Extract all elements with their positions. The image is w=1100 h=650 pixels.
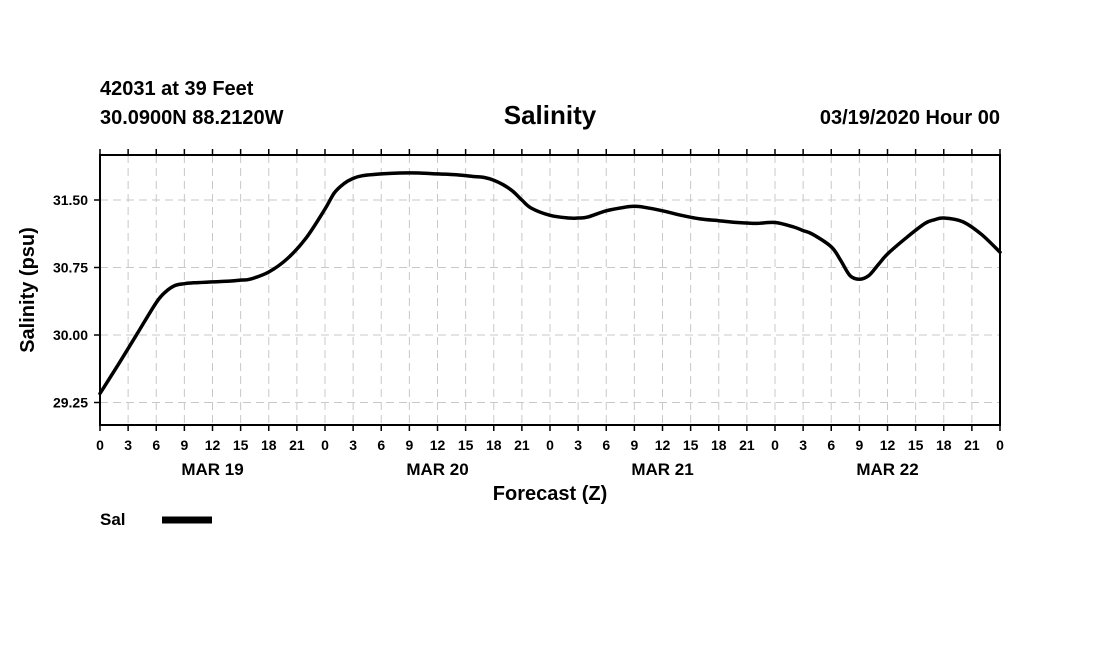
x-tick-label-15: 15 <box>233 437 249 453</box>
x-tick-label-33: 9 <box>405 437 413 453</box>
y-tick-label-30.00: 30.00 <box>53 327 88 343</box>
x-tick-label-39: 15 <box>458 437 474 453</box>
series-layer <box>98 171 1002 396</box>
x-tick-label-93: 21 <box>964 437 980 453</box>
x-tick-label-24: 0 <box>321 437 329 453</box>
x-tick-label-87: 15 <box>908 437 924 453</box>
x-tick-label-48: 0 <box>546 437 554 453</box>
y-tick-label-29.25: 29.25 <box>53 395 88 411</box>
x-tick-label-66: 18 <box>711 437 727 453</box>
x-tick-label-54: 6 <box>602 437 610 453</box>
axis-ticks <box>94 149 1001 431</box>
x-tick-label-84: 12 <box>880 437 896 453</box>
x-axis-title: Forecast (Z) <box>493 483 607 505</box>
y-tick-label-30.75: 30.75 <box>53 260 88 276</box>
x-tick-label-45: 21 <box>514 437 530 453</box>
x-tick-label-6: 6 <box>152 437 160 453</box>
x-tick-label-30: 6 <box>377 437 385 453</box>
x-tick-label-57: 9 <box>630 437 638 453</box>
x-tick-label-90: 18 <box>936 437 952 453</box>
x-tick-label-72: 0 <box>771 437 779 453</box>
day-label-1: MAR 19 <box>181 460 243 479</box>
day-label-4: MAR 22 <box>856 460 918 479</box>
x-tick-labels: 0 3 6 9 12 15 18 21 0 3 6 9 12 15 18 21 0 3 6 9 12 15 18 21 0 3 6 9… <box>96 437 1004 453</box>
chart-title: Salinity <box>504 100 597 130</box>
x-tick-label-69: 21 <box>739 437 755 453</box>
y-axis-title: Salinity (psu) <box>17 227 39 353</box>
x-tick-label-78: 6 <box>827 437 835 453</box>
x-tick-label-81: 9 <box>855 437 863 453</box>
legend: Sal <box>100 510 212 529</box>
day-label-2: MAR 20 <box>406 460 468 479</box>
x-tick-label-60: 12 <box>655 437 671 453</box>
day-labels: MAR 19 MAR 20 MAR 21 MAR 22 <box>181 460 918 479</box>
x-tick-label-75: 3 <box>799 437 807 453</box>
x-tick-label-0: 0 <box>96 437 104 453</box>
y-tick-labels: 29.25 30.00 30.75 31.50 <box>53 192 88 411</box>
grid-lines <box>100 155 1000 425</box>
x-tick-label-12: 12 <box>205 437 221 453</box>
x-tick-label-21: 21 <box>289 437 305 453</box>
station-coordinates-label: 30.0900N 88.2120W <box>100 107 284 129</box>
x-tick-label-96: 0 <box>996 437 1004 453</box>
day-label-3: MAR 21 <box>631 460 693 479</box>
series-line-sal <box>98 171 1002 396</box>
x-tick-label-63: 15 <box>683 437 699 453</box>
forecast-timestamp: 03/19/2020 Hour 00 <box>820 107 1000 129</box>
x-tick-label-9: 9 <box>180 437 188 453</box>
y-tick-label-31.50: 31.50 <box>53 192 88 208</box>
x-tick-label-36: 12 <box>430 437 446 453</box>
x-tick-label-3: 3 <box>124 437 132 453</box>
plot-frame <box>99 154 1001 426</box>
x-tick-label-18: 18 <box>261 437 277 453</box>
x-tick-label-27: 3 <box>349 437 357 453</box>
legend-label-sal: Sal <box>100 510 126 529</box>
station-depth-label: 42031 at 39 Feet <box>100 78 254 100</box>
x-tick-label-51: 3 <box>574 437 582 453</box>
x-tick-label-42: 18 <box>486 437 502 453</box>
